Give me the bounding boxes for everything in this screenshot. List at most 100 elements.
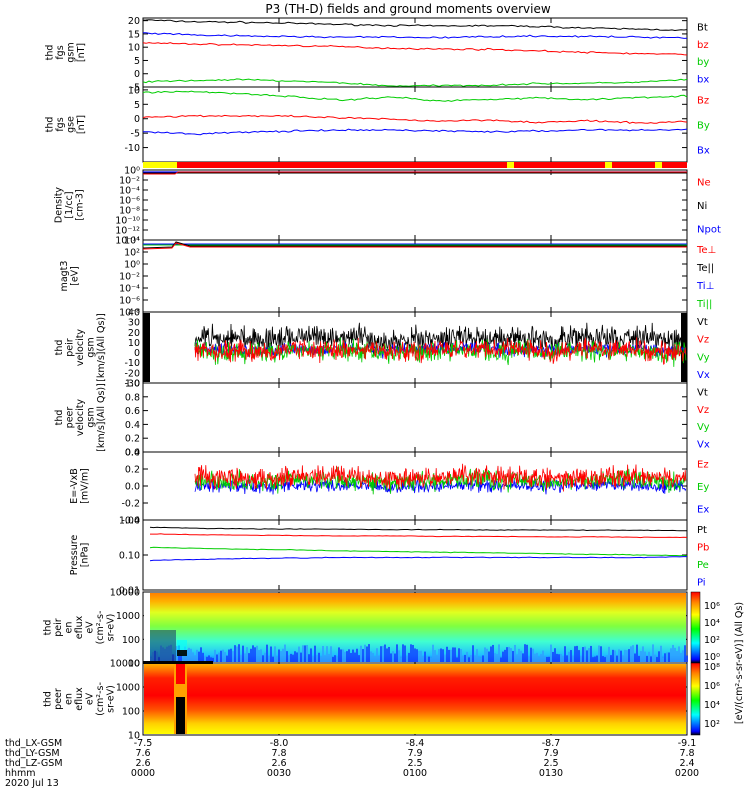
series-line-bz (142, 114, 688, 124)
colorbar (690, 591, 701, 664)
spectrogram-pixel (610, 655, 612, 662)
spectrogram-pixel (524, 644, 526, 662)
y-tick-label: 0 (134, 69, 140, 80)
spectrogram-pixel (294, 651, 296, 662)
y-tick-label: 10⁻¹⁴ (115, 236, 140, 247)
y-tick-label: 20 (128, 16, 140, 27)
spectrogram-pixel (664, 653, 666, 662)
spectrogram-pixel (532, 648, 534, 662)
y-axis-label: [eV] (69, 266, 80, 286)
spectrogram-pixel (352, 649, 354, 662)
legend-vz: Vz (697, 335, 709, 346)
spectrogram-pixel (264, 652, 266, 662)
panel-peer_velocity: thd peer velocity gsm [km/s](All Qs)] 1.0 0.8 0… (54, 379, 710, 459)
y-tick-label: 0.6 (125, 406, 140, 417)
legend-bt: Bt (697, 23, 708, 34)
spectrogram-pixel (450, 649, 452, 662)
spectrogram-pixel (510, 648, 512, 662)
y-tick-label: 1000 (116, 611, 140, 622)
footer-hhmm-value: 0100 (403, 768, 427, 779)
y-axis-label: gsm (86, 337, 97, 357)
spectrogram-pixel (368, 644, 370, 662)
y-tick-label: 1.0 (125, 379, 140, 390)
spectrogram-pixel (332, 656, 334, 662)
spectrogram-pixel (318, 652, 320, 662)
y-axis-label: thd (54, 340, 65, 356)
y-axis-label: [1/cc] (64, 191, 75, 218)
spectrogram-pixel (198, 651, 200, 662)
spectrogram-pixel (434, 650, 436, 662)
spectrogram-pixel (326, 646, 328, 662)
footer-row-label: thd_LZ-GSM (5, 758, 63, 769)
spectrogram-pixel (618, 649, 620, 662)
spectrogram-pixel (214, 649, 216, 662)
spectrogram-pixel (560, 653, 562, 662)
spectrogram-pixel (226, 655, 228, 662)
spectrogram-pixel (328, 654, 330, 662)
spectrogram-pixel (390, 653, 392, 662)
spectrogram-pixel (516, 654, 518, 662)
footer-lz-value: 2.4 (679, 758, 694, 769)
spectrogram-pixel (578, 650, 580, 662)
spectrogram-pixel (284, 644, 286, 662)
spectrogram-pixel (588, 648, 590, 662)
spectrogram-pixel (576, 645, 578, 662)
spectrogram-pixel (672, 644, 674, 662)
legend-vx: Vx (697, 370, 710, 381)
legend-by: by (697, 57, 709, 68)
spectrogram-pixel (458, 648, 460, 662)
y-tick-label: 0.0 (125, 448, 140, 459)
spectrogram-pixel (304, 645, 306, 662)
legend-pe: Pe (697, 560, 709, 571)
spectrogram-pixel (478, 657, 480, 662)
y-tick-label: 0 (134, 114, 140, 125)
spectrogram-pixel (660, 645, 662, 662)
spectrogram-pixel (592, 657, 594, 662)
spectrogram-pixel (624, 649, 626, 662)
spectrogram-pixel (534, 653, 536, 662)
y-tick-label: -5 (131, 129, 140, 140)
spectrogram-pixel (394, 653, 396, 662)
y-tick-label: 0.4 (125, 420, 140, 431)
footer-hhmm-value: 0130 (539, 768, 563, 779)
y-axis-label: (cm²-s- (95, 611, 106, 645)
spectrogram-pixel (244, 653, 246, 662)
spectrogram-pixel (446, 646, 448, 662)
spectrogram-pixel (324, 655, 326, 662)
y-tick-label: 10⁻² (119, 176, 140, 187)
colorbar (690, 662, 701, 736)
spectrogram-pixel (686, 655, 688, 662)
spectrogram-pixel (684, 645, 686, 662)
spectrogram-pixel (594, 656, 596, 662)
y-axis-label: eV (85, 621, 96, 634)
y-tick-label: 10⁻⁸ (119, 206, 140, 217)
spectrogram-pixel (386, 648, 388, 662)
footer-lz-value: 2.6 (271, 758, 286, 769)
series-line-te-perp (142, 242, 687, 250)
spectrogram-pixel (614, 650, 616, 662)
spectrogram-pixel (182, 656, 184, 662)
colorbar-tick-label: 10⁶ (704, 601, 720, 612)
spectrogram-pixel (634, 653, 636, 662)
spectrogram-pixel (556, 653, 558, 662)
spectrogram-pixel (644, 651, 646, 662)
spectrogram-pixel (544, 656, 546, 662)
spectrogram-pixel (248, 653, 250, 662)
spectrogram-pixel (472, 645, 474, 662)
footer-hhmm-value: 0000 (131, 768, 155, 779)
footer-ly-value: 7.9 (543, 748, 558, 759)
spectrogram-pixel (342, 649, 344, 662)
legend-vt: Vt (697, 317, 708, 328)
legend-vt: Vt (697, 388, 708, 399)
spectrogram-pixel (520, 650, 522, 662)
y-tick-label: 10000 (110, 588, 140, 599)
spectrogram-pixel (596, 655, 598, 662)
spectrogram-pixel (334, 655, 336, 662)
footer-row-label: thd_LX-GSM (5, 738, 62, 749)
spectrogram-pixel (302, 645, 304, 662)
spectrogram-pixel (398, 650, 400, 662)
spectrogram-pixel (224, 652, 226, 662)
y-axis-label: (cm²-s- (95, 682, 106, 716)
spectrogram-pixel (406, 655, 408, 662)
footer-lx-value: -8.0 (270, 738, 289, 749)
